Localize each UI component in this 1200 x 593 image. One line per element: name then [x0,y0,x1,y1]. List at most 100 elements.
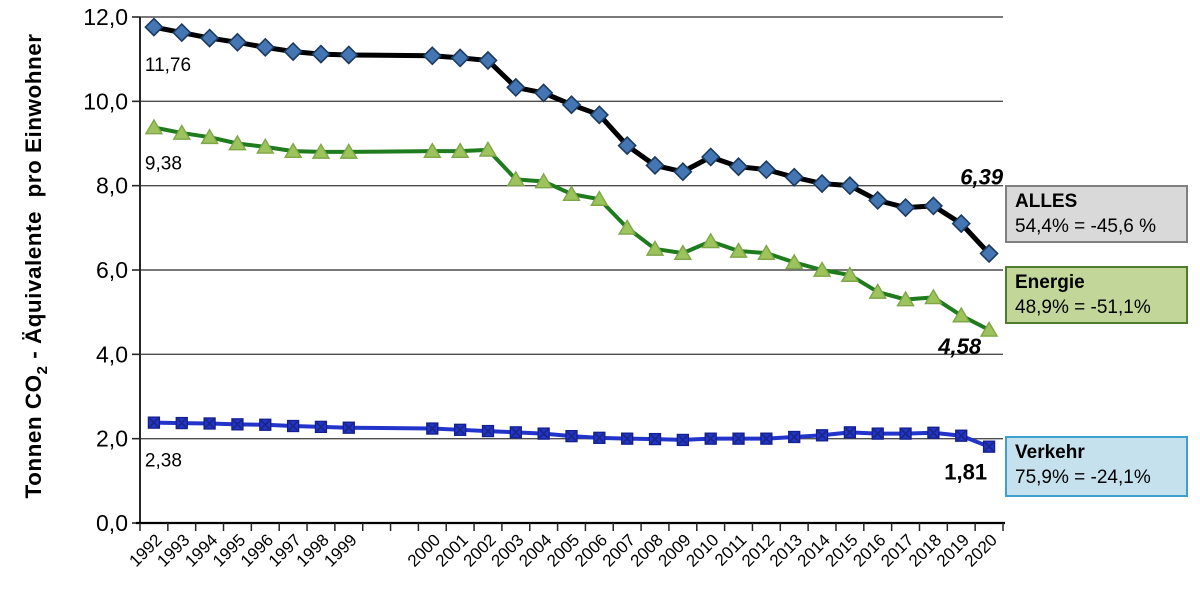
marker-verkehr-1992-x [149,417,159,428]
data-label-1_81: 1,81 [944,460,987,485]
marker-verkehr-1996-x [260,420,270,430]
marker-alles-1995 [227,32,248,52]
marker-energie-2002 [478,140,498,157]
marker-verkehr-2002-x [483,426,493,436]
marker-alles-1994 [199,28,220,48]
marker-energie-2008 [645,240,665,256]
marker-verkehr-2018-x [928,428,939,438]
marker-energie-1995 [228,134,247,151]
marker-energie-2010 [701,232,720,249]
x-tick-label-2020: 2020 [961,530,1001,570]
y-tick-label-0,0: 0,0 [96,510,128,536]
legend-label-energie: Energie [1015,272,1085,293]
marker-energie-2009 [673,244,693,261]
marker-energie-2006 [590,190,609,207]
marker-energie-2012 [757,244,776,261]
marker-alles-2004 [534,83,554,103]
marker-alles-2010 [701,147,721,167]
marker-alles-1992 [144,17,164,37]
marker-verkehr-2013-x [789,432,799,442]
marker-energie-2014 [812,261,832,277]
marker-verkehr-2003-x [511,427,521,438]
marker-verkehr-1999-x [344,423,354,433]
marker-alles-2018 [923,196,944,216]
marker-alles-2016 [868,190,888,211]
marker-alles-1997 [283,41,303,62]
marker-alles-2000 [422,46,442,66]
data-label-2_38: 2,38 [145,451,182,472]
marker-verkehr-2019-x [956,431,966,441]
marker-energie-2007 [617,218,637,235]
marker-alles-1993 [172,22,192,43]
marker-verkehr-1995-x [232,419,243,430]
marker-verkehr-1993-x [177,418,187,428]
marker-alles-1996 [255,37,275,57]
marker-verkehr-2012-x [761,433,772,444]
y-tick-label-8,0: 8,0 [96,173,128,199]
marker-alles-2001 [450,48,470,68]
marker-alles-2013 [784,167,804,187]
marker-verkehr-2014-x [817,430,827,440]
marker-energie-1998 [311,143,331,159]
marker-energie-1993 [172,124,191,140]
marker-energie-2020 [979,320,999,337]
legend-label-alles: ALLES [1015,191,1078,212]
marker-energie-2013 [784,253,804,270]
marker-verkehr-2015-x [845,427,855,438]
marker-alles-2011 [728,157,749,177]
marker-energie-2005 [562,185,581,201]
marker-energie-2011 [729,242,748,258]
y-tick-label-12,0: 12,0 [83,4,128,30]
legend-label-verkehr: Verkehr [1015,442,1085,463]
marker-energie-2019 [952,306,971,323]
marker-alles-1999 [339,45,359,65]
marker-alles-2020 [979,243,999,264]
marker-verkehr-2017-x [900,428,911,439]
marker-alles-2009 [673,162,693,182]
series-line-alles [151,24,992,257]
series-line-energie [151,125,992,332]
marker-verkehr-1994-x [204,418,215,429]
marker-alles-2014 [812,173,832,194]
marker-energie-2000 [423,142,442,158]
marker-alles-2002 [478,50,498,71]
marker-verkehr-2009-x [678,435,688,445]
marker-energie-2003 [506,170,526,187]
marker-verkehr-2010-x [705,433,716,444]
marker-verkehr-2004-x [538,428,549,439]
data-label-9_38: 9,38 [145,153,182,174]
marker-verkehr-2008-x [650,434,660,444]
marker-alles-1998 [311,44,331,64]
marker-alles-2003 [506,77,526,98]
marker-verkehr-1997-x [288,421,298,431]
y-tick-label-4,0: 4,0 [96,341,128,367]
marker-energie-1994 [200,128,219,145]
marker-energie-2018 [924,288,943,305]
marker-alles-2012 [756,160,777,180]
marker-energie-1996 [256,137,275,154]
marker-energie-1992 [144,118,164,135]
marker-alles-2019 [951,213,971,234]
marker-alles-2008 [645,155,665,176]
marker-alles-2005 [561,95,582,115]
legend-detail-verkehr: 75,9% = -24,1% [1015,466,1151,488]
marker-alles-2017 [895,197,916,218]
marker-energie-2017 [896,290,915,307]
marker-energie-1999 [339,143,359,159]
marker-energie-2016 [868,283,887,299]
marker-energie-2001 [450,142,470,158]
data-label-11_76: 11,76 [145,55,191,76]
legend-detail-alles: 54,4% = -45,6 % [1015,215,1157,237]
marker-alles-2006 [589,105,609,125]
legend-box-alles: ALLES 54,4% = -45,6 % [1005,185,1188,243]
marker-energie-2004 [534,172,553,189]
marker-verkehr-2006-x [594,433,605,443]
marker-energie-1997 [283,142,303,158]
legend-box-energie: Energie 48,9% = -51,1% [1005,266,1188,324]
data-label-4_58: 4,58 [937,334,982,359]
marker-verkehr-2016-x [873,428,883,439]
marker-verkehr-2000-x [427,423,438,434]
x-tick-label-1999: 1999 [320,530,360,570]
